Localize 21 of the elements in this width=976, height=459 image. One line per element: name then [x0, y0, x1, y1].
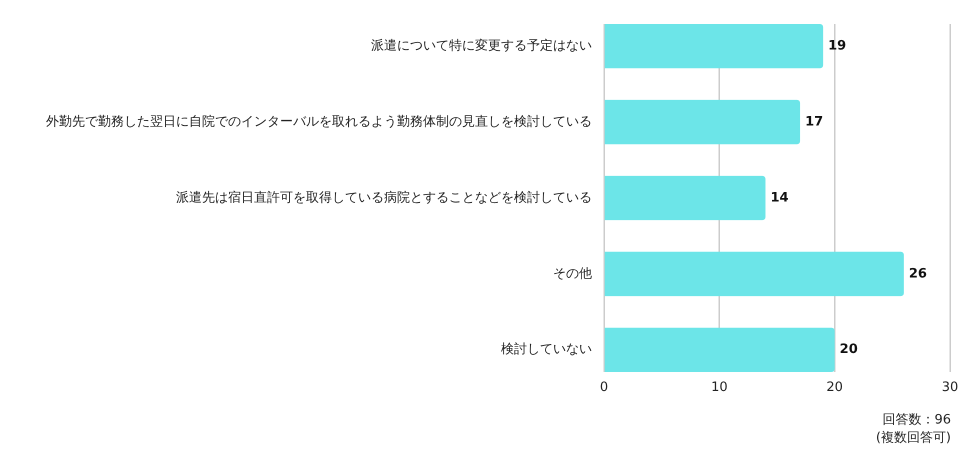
bar: [604, 328, 835, 372]
data-label: 19: [828, 38, 846, 54]
text: 回答数：96: [882, 412, 951, 428]
x-tick-label: 30: [942, 380, 958, 396]
y-tick-label: 派遣について特に変更する予定はない: [371, 38, 592, 54]
x-tick-label: 10: [711, 380, 728, 396]
x-tick-label: 20: [826, 380, 843, 396]
data-label: 14: [770, 190, 789, 206]
bar: [604, 24, 824, 68]
text: (複数回答可): [876, 430, 951, 446]
bar: [604, 176, 766, 220]
y-tick-label: 外勤先で勤務した翌日に自院でのインターバルを取れるよう勤務体制の見直しを検討している: [46, 114, 592, 130]
y-tick-label: 検討していない: [501, 342, 592, 358]
y-tick-label: その他: [553, 266, 592, 282]
data-label: 20: [840, 342, 858, 358]
data-label: 17: [805, 114, 824, 130]
bar: [604, 100, 800, 144]
bar: [604, 252, 904, 296]
data-label: 26: [908, 266, 927, 282]
y-tick-label: 派遣先は宿日直許可を取得している病院とすることなどを検討している: [176, 189, 592, 206]
x-tick-label: 0: [600, 380, 608, 396]
